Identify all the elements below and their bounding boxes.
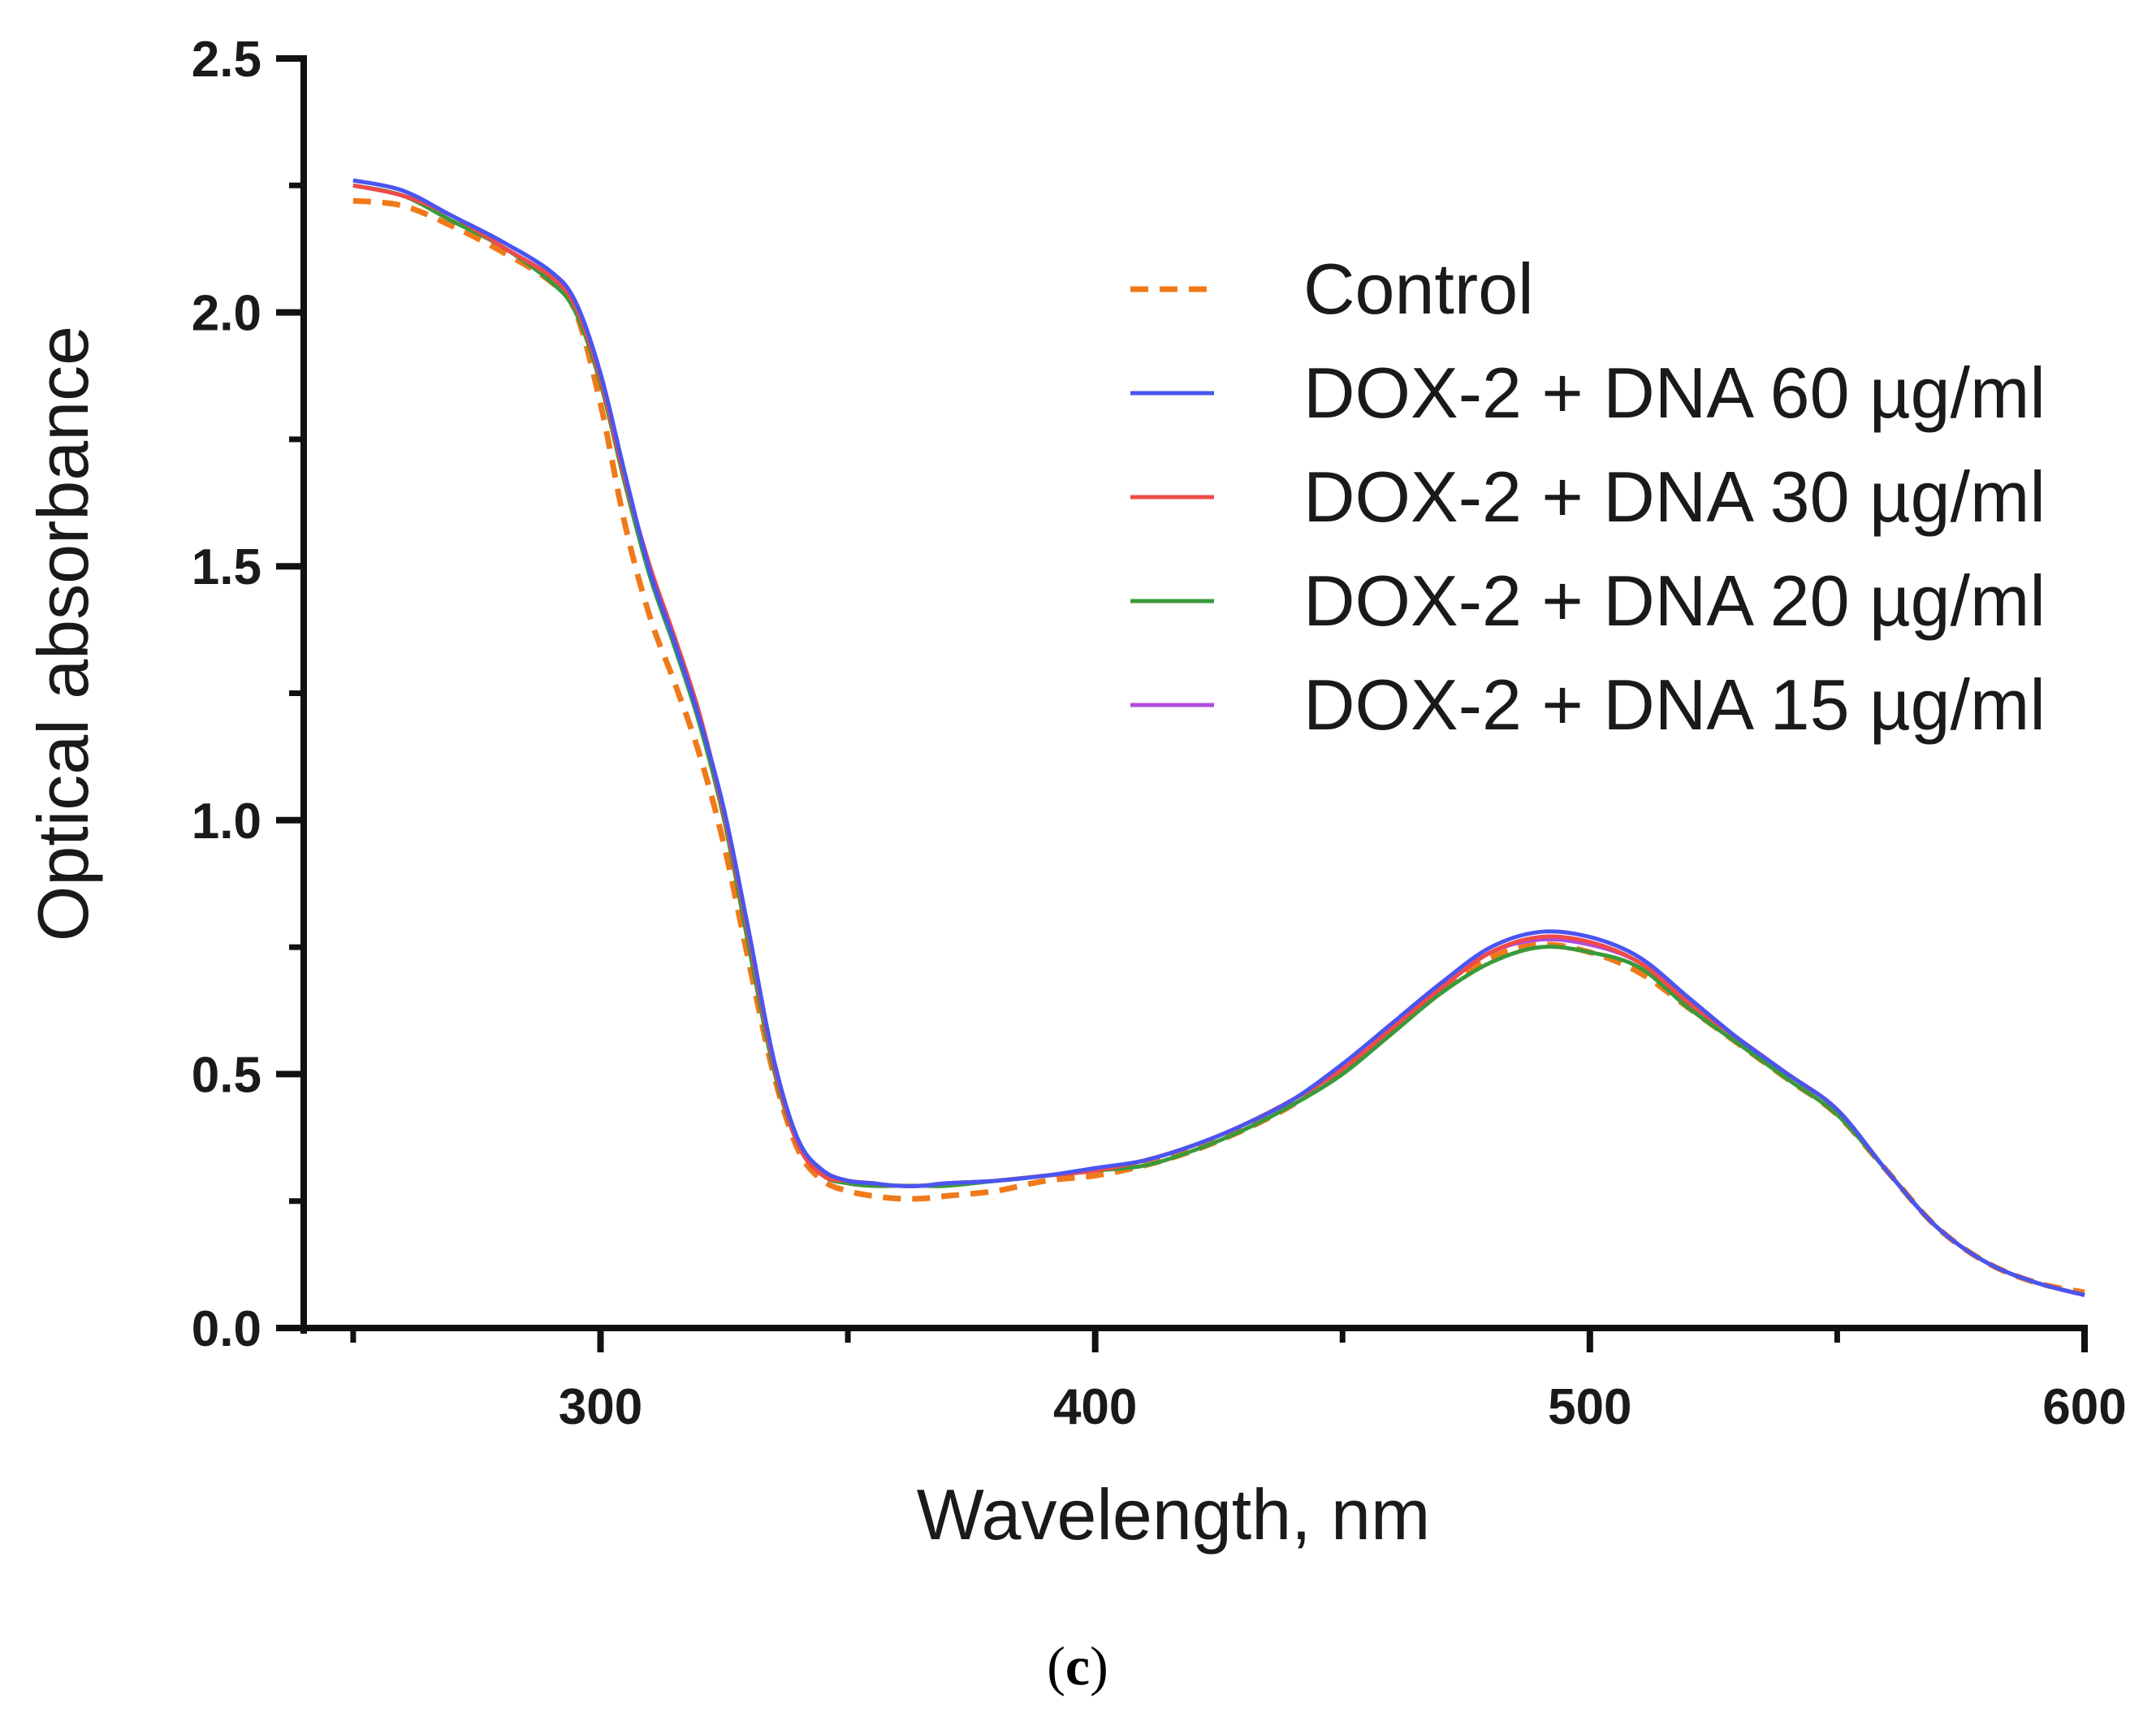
panel-label: (c) [1047,1635,1108,1697]
panel-label-close: ) [1090,1635,1108,1697]
y-tick-label: 2.0 [192,286,261,342]
x-tick-label: 300 [559,1379,642,1435]
legend-label-2: DOX-2 + DNA 30 µg/ml [1303,456,2046,537]
panel-label-letter: c [1065,1635,1090,1697]
legend-label-3: DOX-2 + DNA 20 µg/ml [1303,560,2046,641]
y-tick-label: 1.5 [192,539,261,595]
panel-label-open: ( [1047,1635,1065,1697]
y-tick-label: 0.5 [192,1047,261,1103]
y-tick-label: 2.5 [192,32,261,88]
legend-label-1: DOX-2 + DNA 60 µg/ml [1303,353,2046,433]
x-tick-label: 600 [2042,1379,2126,1435]
y-tick-label: 1.0 [192,794,261,850]
legend-label-0: Control [1303,249,1534,329]
series-lines [352,178,2085,1297]
x-tick-label: 500 [1548,1379,1631,1435]
x-tick-label: 400 [1053,1379,1137,1435]
x-axis-title: Wavelength, nm [917,1474,1431,1555]
y-tick-label: 0.0 [192,1301,261,1357]
ticks: 0.0 0.5 1.0 1.5 2.0 2.5 300 400 500 600 [192,32,2127,1435]
y-axis-title: Optical absorbance [23,326,103,941]
legend-label-4: DOX-2 + DNA 15 µg/ml [1303,664,2046,745]
series-line-1 [352,178,2085,1297]
legend: Control DOX-2 + DNA 60 µg/ml DOX-2 + DNA 3… [1130,249,2046,745]
